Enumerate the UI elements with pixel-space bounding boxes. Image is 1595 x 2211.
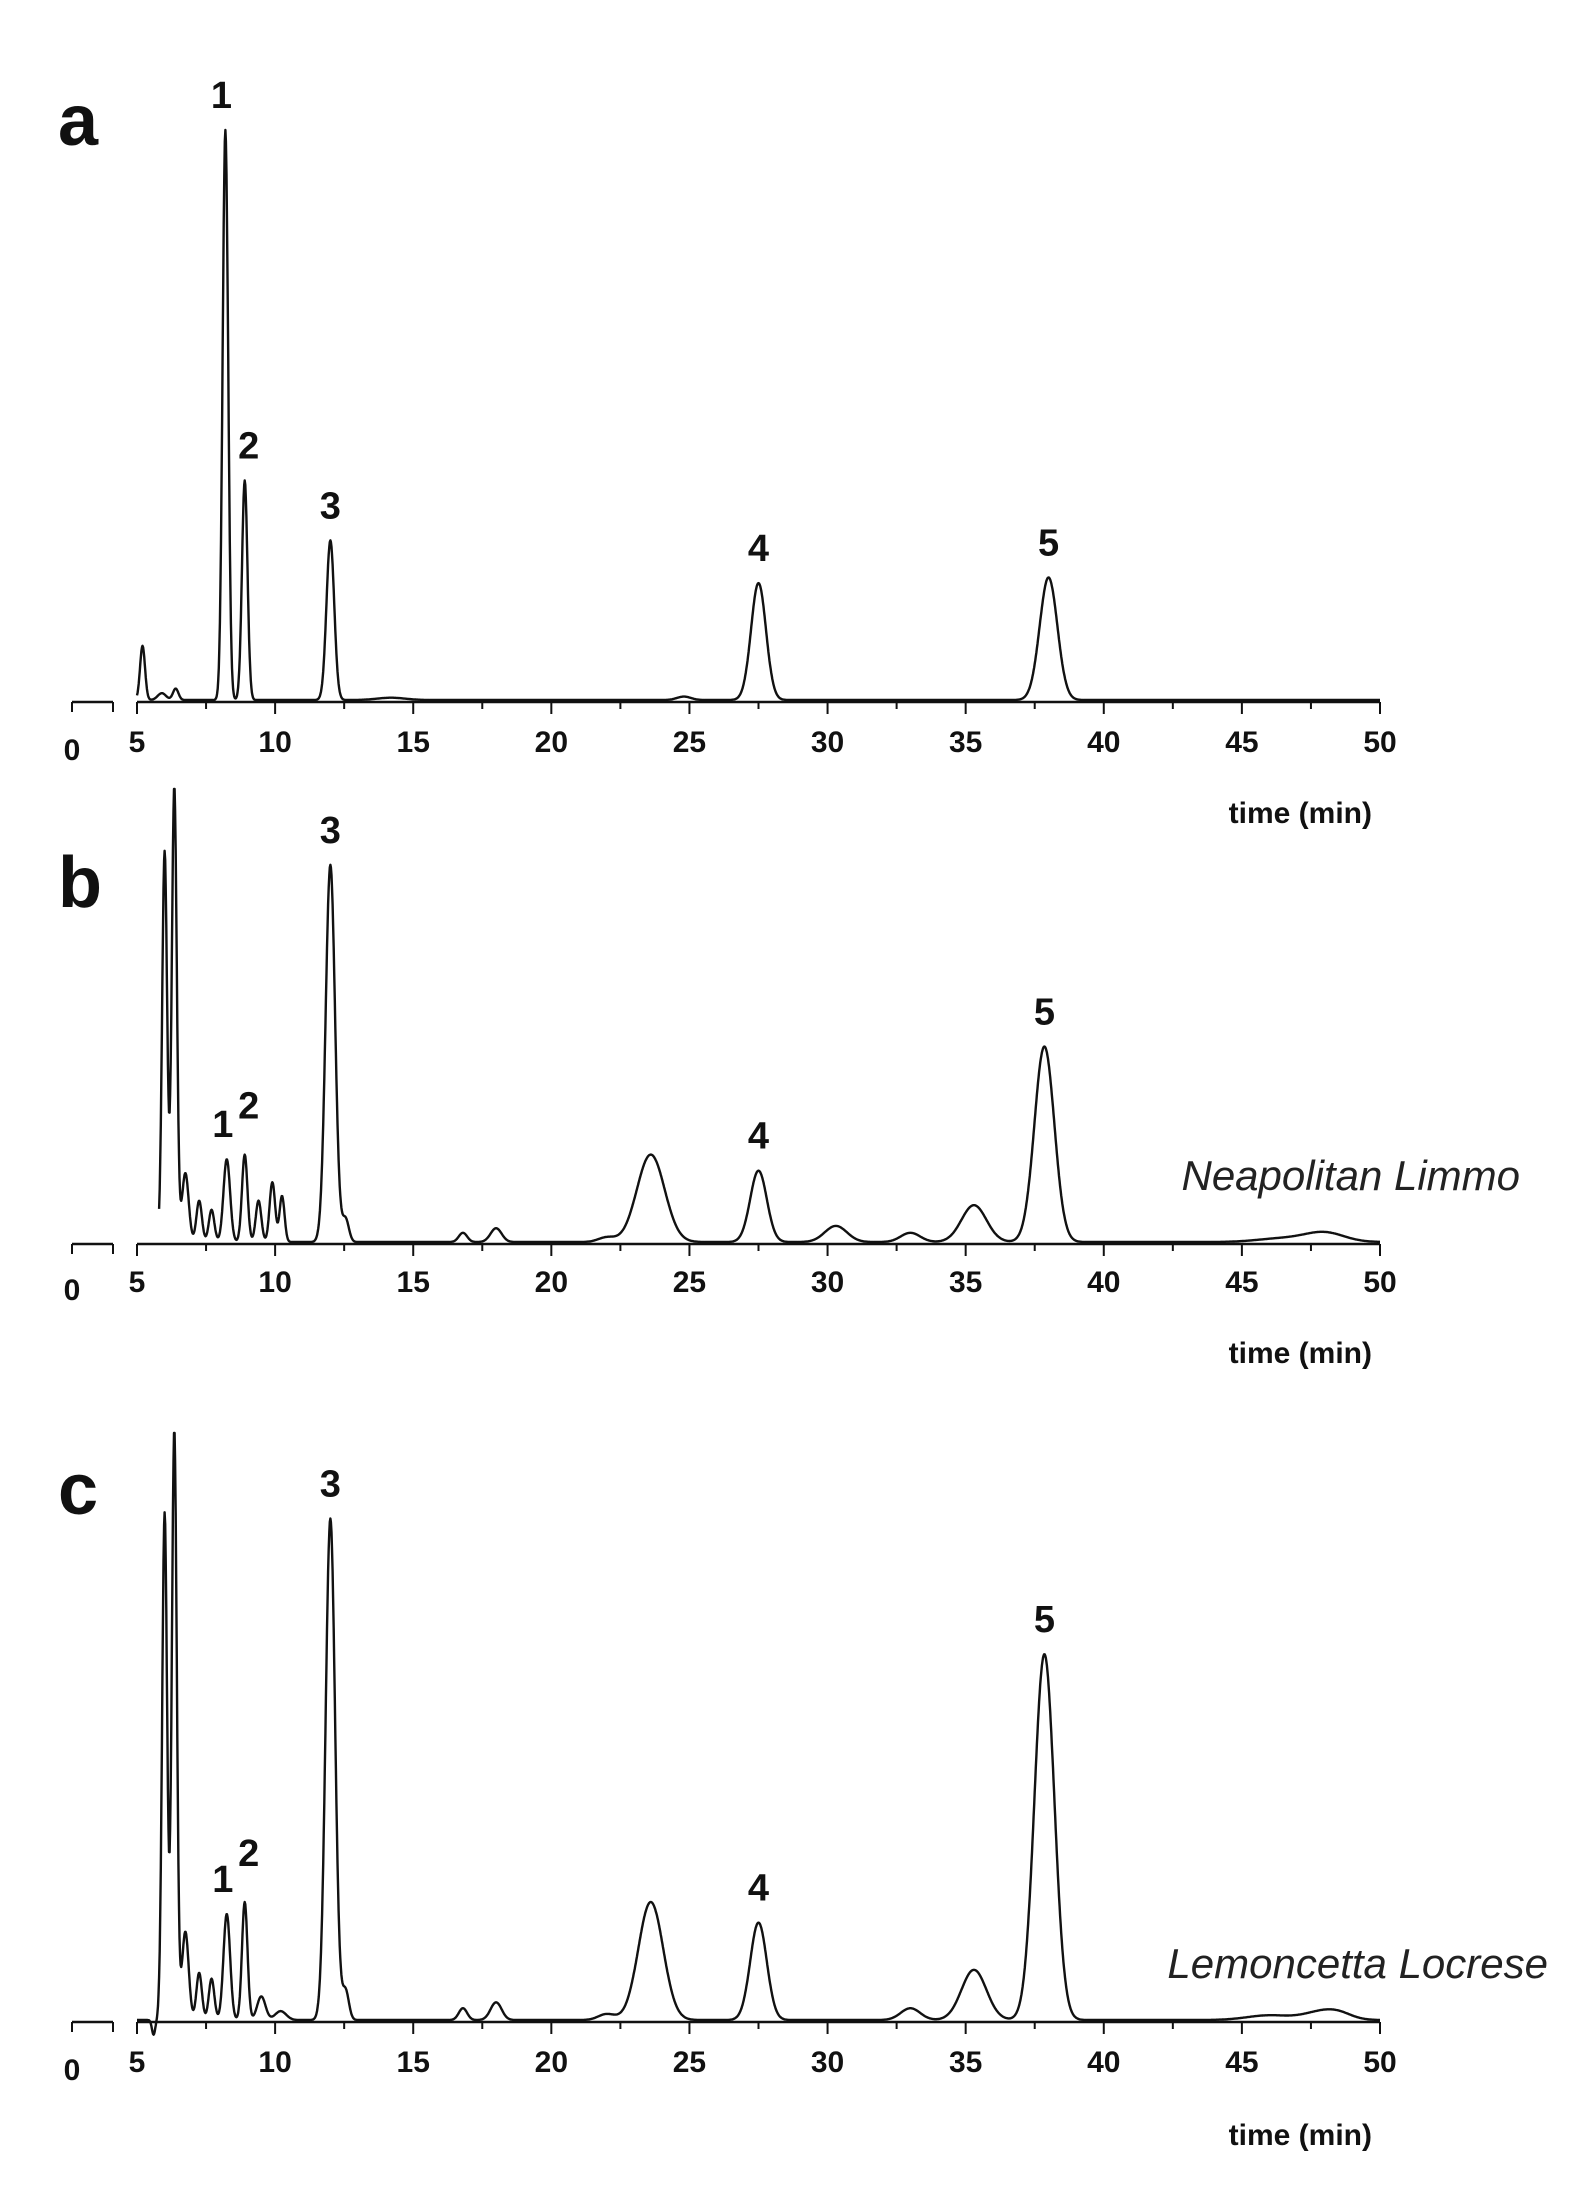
x-tick-label: 40 — [1087, 2046, 1120, 2079]
panel-letter-b: b — [58, 843, 102, 923]
peak-label-3: 3 — [320, 485, 341, 527]
x-tick-label: 25 — [673, 1266, 706, 1299]
chromatogram-trace-c — [136, 1431, 1381, 2036]
x-tick-label: 30 — [811, 1266, 844, 1299]
peak-label-1: 1 — [211, 75, 232, 117]
chromatogram-trace-a — [135, 128, 1381, 702]
x-axis-title: time (min) — [1229, 797, 1372, 830]
peak-label-5: 5 — [1034, 1599, 1055, 1641]
x-tick-label: 25 — [673, 726, 706, 759]
peak-label-3: 3 — [320, 1464, 341, 1506]
x-tick-label: 5 — [129, 1266, 146, 1299]
x-tick-label: 45 — [1225, 2046, 1258, 2079]
x-tick-label: 50 — [1363, 726, 1396, 759]
x-tick-label: 25 — [673, 2046, 706, 2079]
x-tick-label: 40 — [1087, 1266, 1120, 1299]
panel-letter-a: a — [58, 81, 99, 161]
x-tick-label: 45 — [1225, 1266, 1258, 1299]
x-axis-title: time (min) — [1229, 2119, 1372, 2152]
x-tick-label: 0 — [64, 2054, 81, 2087]
x-tick-label: 15 — [397, 726, 430, 759]
x-tick-label: 15 — [397, 1266, 430, 1299]
peak-label-4: 4 — [748, 528, 769, 570]
peak-label-1: 1 — [212, 1104, 233, 1146]
x-tick-label: 50 — [1363, 1266, 1396, 1299]
peak-label-3: 3 — [320, 810, 341, 852]
x-tick-label: 50 — [1363, 2046, 1396, 2079]
x-tick-label: 0 — [64, 734, 81, 767]
x-tick-label: 10 — [258, 1266, 291, 1299]
x-tick-label: 20 — [535, 1266, 568, 1299]
chromatogram-trace-b — [157, 787, 1381, 1244]
x-tick-label: 20 — [535, 726, 568, 759]
sample-label: Lemoncetta Locrese — [1167, 1940, 1548, 1987]
peak-label-2: 2 — [238, 426, 259, 468]
x-tick-label: 35 — [949, 726, 982, 759]
x-tick-label: 40 — [1087, 726, 1120, 759]
x-axis-title: time (min) — [1229, 1337, 1372, 1370]
x-tick-label: 30 — [811, 726, 844, 759]
x-tick-label: 0 — [64, 1274, 81, 1307]
peak-label-5: 5 — [1038, 522, 1059, 564]
x-tick-label: 5 — [129, 726, 146, 759]
peak-label-2: 2 — [238, 1833, 259, 1875]
peak-label-2: 2 — [238, 1086, 259, 1128]
sample-label: Neapolitan Limmo — [1181, 1152, 1520, 1199]
peak-label-1: 1 — [212, 1859, 233, 1901]
x-tick-label: 30 — [811, 2046, 844, 2079]
x-tick-label: 35 — [949, 1266, 982, 1299]
x-tick-label: 10 — [258, 726, 291, 759]
x-tick-label: 45 — [1225, 726, 1258, 759]
x-tick-label: 20 — [535, 2046, 568, 2079]
x-tick-label: 15 — [397, 2046, 430, 2079]
x-tick-label: 10 — [258, 2046, 291, 2079]
x-tick-label: 5 — [129, 2046, 146, 2079]
panel-letter-c: c — [58, 1450, 98, 1530]
peak-label-5: 5 — [1034, 992, 1055, 1034]
x-tick-label: 35 — [949, 2046, 982, 2079]
peak-label-4: 4 — [748, 1116, 769, 1158]
peak-label-4: 4 — [748, 1868, 769, 1910]
